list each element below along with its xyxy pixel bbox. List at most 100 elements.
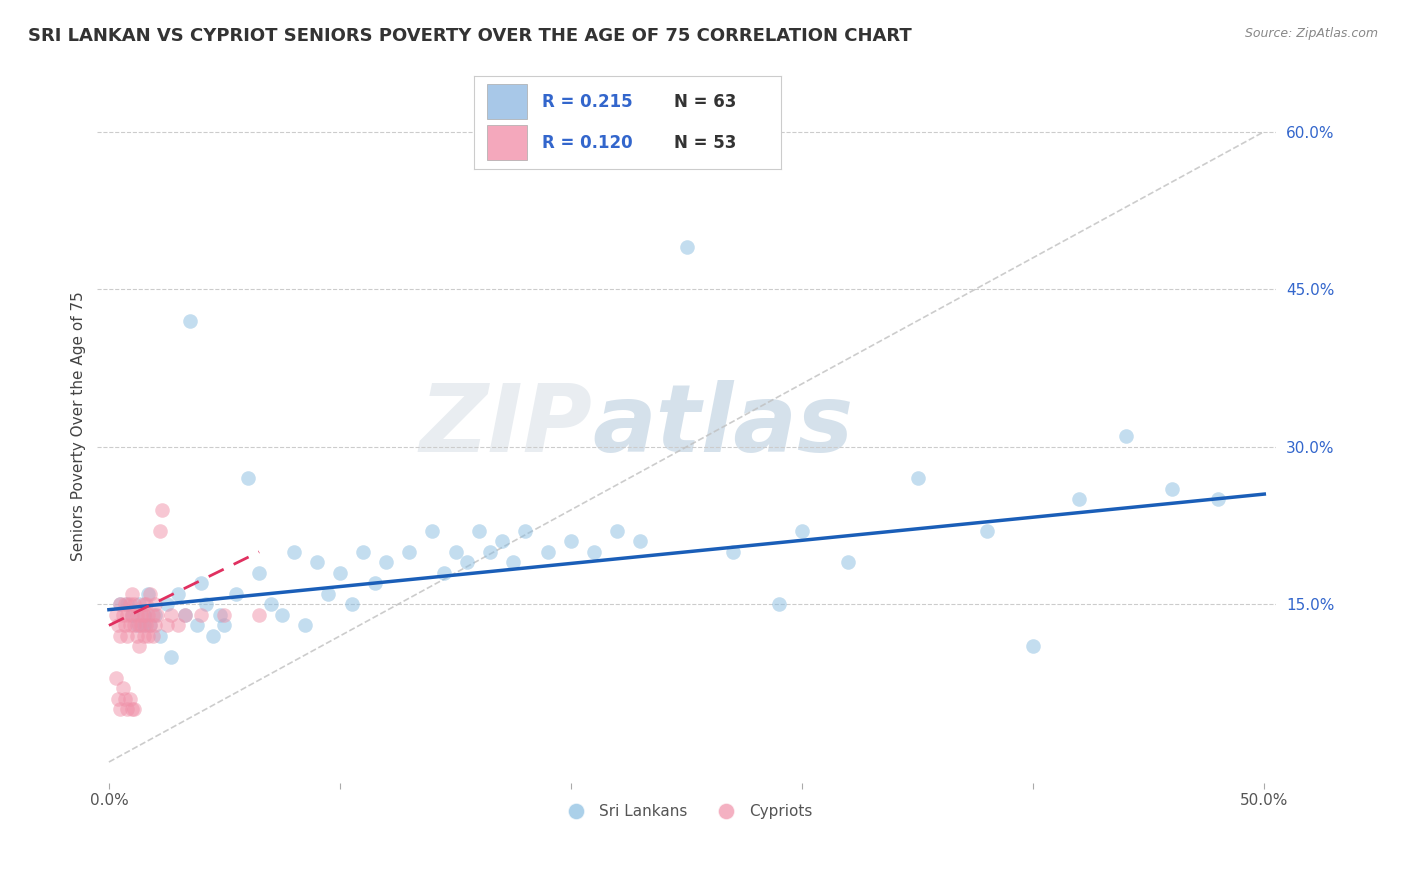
Point — [132, 607, 155, 622]
Point — [114, 692, 136, 706]
Point — [111, 607, 134, 622]
Point — [976, 524, 998, 538]
Point — [628, 534, 651, 549]
Point — [283, 545, 305, 559]
Point — [456, 555, 478, 569]
Point — [135, 618, 157, 632]
Point — [132, 598, 155, 612]
Point — [114, 598, 136, 612]
Point — [208, 607, 231, 622]
Point — [247, 566, 270, 580]
Point — [186, 618, 208, 632]
Point — [107, 692, 129, 706]
Point — [422, 524, 444, 538]
Point — [143, 607, 166, 622]
Point — [139, 618, 162, 632]
Point — [792, 524, 814, 538]
Point — [132, 607, 155, 622]
Point — [118, 598, 141, 612]
Point — [118, 692, 141, 706]
Point — [190, 607, 212, 622]
Point — [467, 524, 489, 538]
Point — [104, 607, 127, 622]
Point — [837, 555, 859, 569]
Point — [583, 545, 606, 559]
Point — [117, 702, 139, 716]
Point — [294, 618, 316, 632]
Point — [513, 524, 536, 538]
Point — [444, 545, 467, 559]
Point — [156, 618, 179, 632]
Y-axis label: Seniors Poverty Over the Age of 75: Seniors Poverty Over the Age of 75 — [72, 291, 86, 561]
Point — [491, 534, 513, 549]
Text: Source: ZipAtlas.com: Source: ZipAtlas.com — [1244, 27, 1378, 40]
Point — [124, 598, 146, 612]
Point — [114, 618, 136, 632]
Point — [433, 566, 456, 580]
Point — [143, 598, 166, 612]
Point — [214, 607, 236, 622]
Point — [110, 598, 132, 612]
Point — [110, 629, 132, 643]
Point — [174, 607, 197, 622]
Point — [1206, 492, 1229, 507]
Point — [121, 702, 143, 716]
Point — [194, 598, 217, 612]
Point — [214, 618, 236, 632]
Point — [107, 618, 129, 632]
Point — [128, 618, 150, 632]
Point — [156, 598, 179, 612]
Point — [479, 545, 502, 559]
Point — [907, 471, 929, 485]
Point — [117, 607, 139, 622]
Point — [560, 534, 582, 549]
Point — [142, 629, 165, 643]
Point — [125, 607, 148, 622]
Point — [174, 607, 197, 622]
Point — [160, 607, 183, 622]
Point — [236, 471, 259, 485]
Point — [305, 555, 328, 569]
Point — [329, 566, 352, 580]
Point — [537, 545, 560, 559]
Point — [768, 598, 790, 612]
Point — [128, 598, 150, 612]
Point — [128, 640, 150, 654]
Point — [375, 555, 398, 569]
Point — [125, 629, 148, 643]
Point — [129, 607, 152, 622]
Legend: Sri Lankans, Cypriots: Sri Lankans, Cypriots — [555, 798, 818, 825]
Point — [143, 618, 166, 632]
Point — [136, 629, 159, 643]
Point — [260, 598, 283, 612]
Point — [150, 503, 173, 517]
Point — [340, 598, 363, 612]
Point — [352, 545, 374, 559]
Point — [675, 240, 697, 254]
Point — [111, 681, 134, 696]
Point — [1022, 640, 1045, 654]
Point — [398, 545, 420, 559]
Point — [104, 671, 127, 685]
Text: SRI LANKAN VS CYPRIOT SENIORS POVERTY OVER THE AGE OF 75 CORRELATION CHART: SRI LANKAN VS CYPRIOT SENIORS POVERTY OV… — [28, 27, 912, 45]
Point — [502, 555, 524, 569]
Point — [121, 607, 143, 622]
Point — [318, 587, 340, 601]
Point — [124, 618, 146, 632]
Point — [121, 587, 143, 601]
Point — [110, 702, 132, 716]
Point — [225, 587, 247, 601]
Point — [139, 587, 162, 601]
Point — [1115, 429, 1137, 443]
Point — [606, 524, 628, 538]
Point — [110, 598, 132, 612]
Point — [142, 607, 165, 622]
Point — [271, 607, 294, 622]
Point — [117, 598, 139, 612]
Point — [149, 629, 172, 643]
Point — [136, 587, 159, 601]
Point — [146, 607, 169, 622]
Point — [124, 702, 146, 716]
Point — [121, 607, 143, 622]
Point — [1069, 492, 1091, 507]
